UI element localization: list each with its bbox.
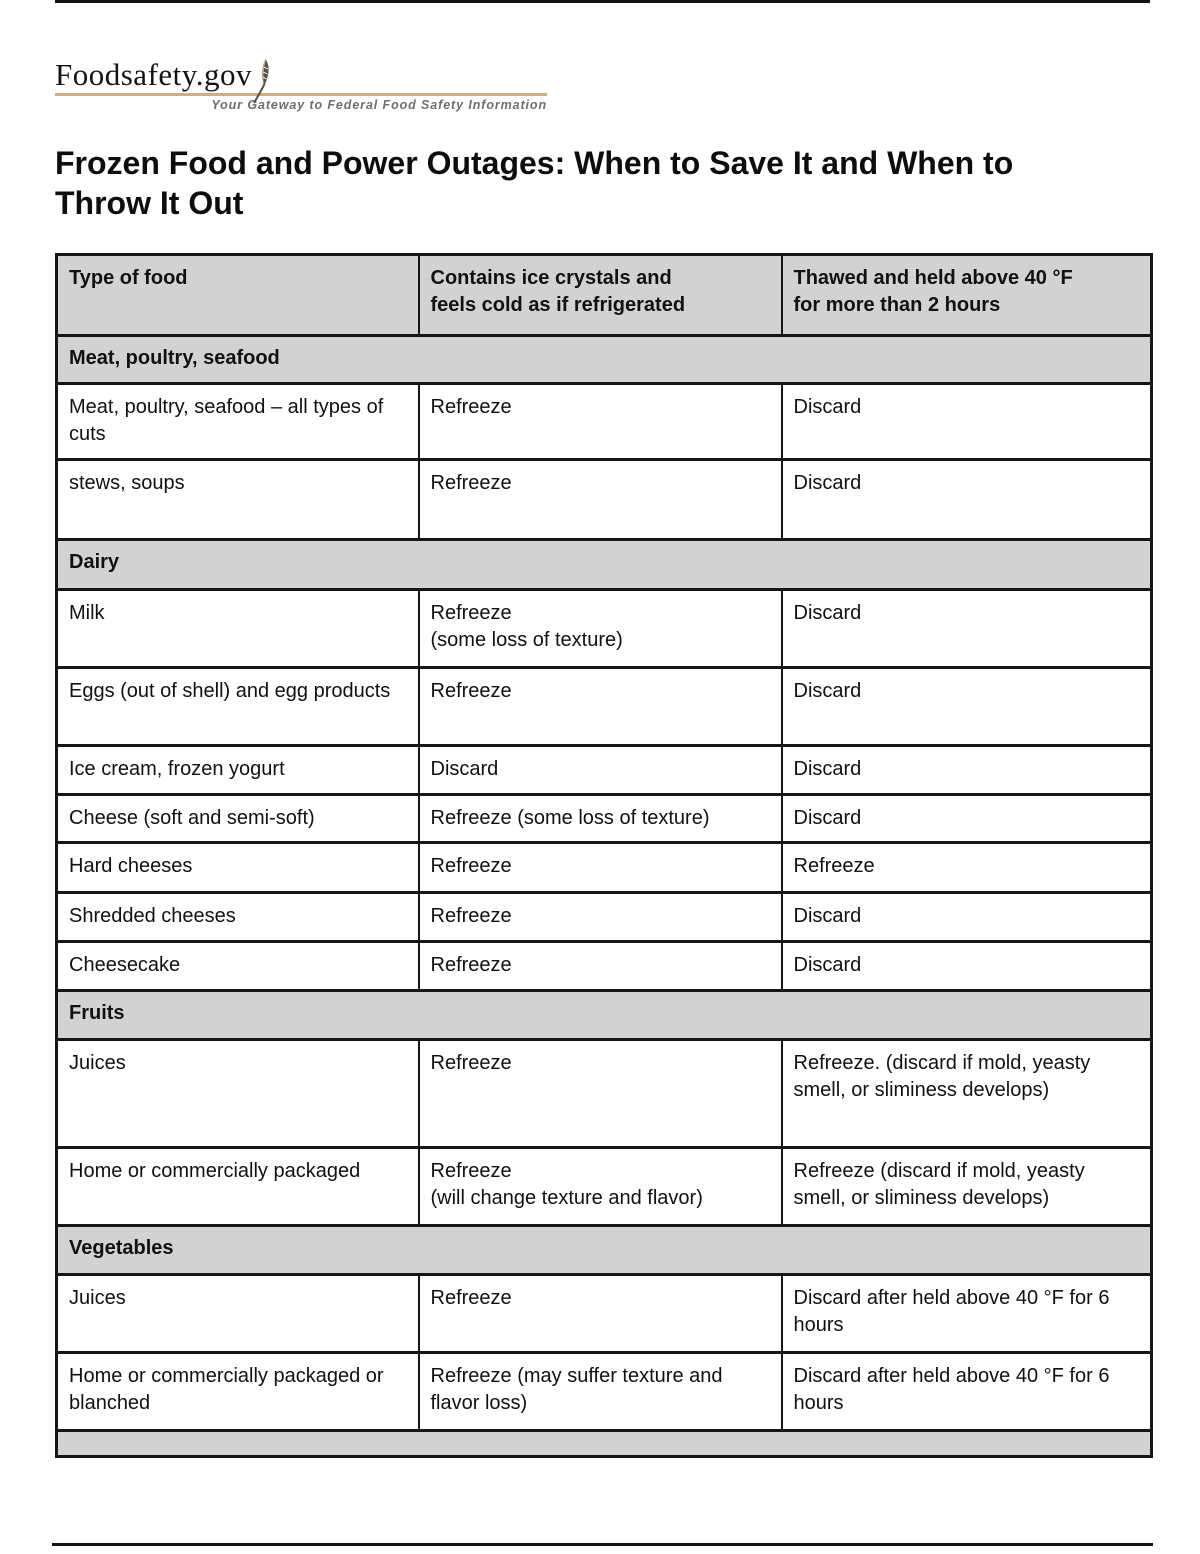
table-cell: Refreeze [417, 940, 783, 992]
section-label: Dairy [55, 538, 1153, 591]
column-header-ice-crystals: Contains ice crystals and feels cold as … [417, 253, 783, 337]
table-row: Hard cheeses Refreeze Refreeze [55, 841, 1153, 894]
table-cell: Refreeze [417, 891, 783, 943]
table-row: Juices Refreeze Refreeze. (discard if mold… [55, 1038, 1153, 1149]
section-label: Fruits [55, 989, 1153, 1041]
table-cell: Home or commercially packaged [55, 1146, 420, 1227]
table-cell: Discard [780, 891, 1153, 943]
site-logo: Foodsafety.gov Your Gateway to Federal F… [55, 58, 547, 112]
column-header-thawed: Thawed and held above 40 °F for more tha… [780, 253, 1153, 337]
table-cell: Refreeze [417, 841, 783, 894]
table-header-row: Type of food Contains ice crystals and f… [55, 253, 1153, 337]
table-cell: Refreeze (discard if mold, yeasty smell,… [780, 1146, 1153, 1227]
table-cell: Ice cream, frozen yogurt [55, 744, 420, 796]
table-cell: Juices [55, 1038, 420, 1149]
table-cell: Discard after held above 40 °F for 6 hou… [780, 1351, 1153, 1432]
page-title: Frozen Food and Power Outages: When to S… [55, 145, 1014, 221]
table-cell: Refreeze (will change texture and flavor… [417, 1146, 783, 1227]
section-row [55, 1429, 1153, 1458]
section-row: Dairy [55, 538, 1153, 591]
table-cell: Eggs (out of shell) and egg products [55, 666, 420, 747]
table-cell: Refreeze [417, 1038, 783, 1149]
table-cell: Discard [780, 744, 1153, 796]
table-cell: Discard after held above 40 °F for 6 hou… [780, 1273, 1153, 1354]
column-header-type-of-food: Type of food [55, 253, 420, 337]
table-cell: Discard [780, 666, 1153, 747]
table-row: Meat, poultry, seafood – all types of cu… [55, 382, 1153, 461]
table-cell: Refreeze [417, 1273, 783, 1354]
table-cell: Meat, poultry, seafood – all types of cu… [55, 382, 420, 461]
table-cell: Milk [55, 588, 420, 669]
table-row: Ice cream, frozen yogurt Discard Discard [55, 744, 1153, 796]
table-cell: Cheesecake [55, 940, 420, 992]
section-row: Meat, poultry, seafood [55, 334, 1153, 385]
table-cell: Discard [780, 382, 1153, 461]
table-row: Eggs (out of shell) and egg products Refr… [55, 666, 1153, 747]
table-cell: Cheese (soft and semi-soft) [55, 793, 420, 844]
page-content: Foodsafety.gov Your Gateway to Federal F… [55, 0, 1153, 1458]
table-cell: Refreeze [417, 458, 783, 541]
section-label [55, 1429, 1153, 1458]
table-cell: Hard cheeses [55, 841, 420, 894]
table-row: Juices Refreeze Discard after held above 4… [55, 1273, 1153, 1354]
table-cell: Refreeze (some loss of texture) [417, 793, 783, 844]
section-label: Vegetables [55, 1224, 1153, 1276]
table-row: Milk Refreeze (some loss of texture) Disca… [55, 588, 1153, 669]
table-cell: Refreeze (may suffer texture and flavor … [417, 1351, 783, 1432]
section-row: Fruits [55, 989, 1153, 1041]
table-row: Shredded cheeses Refreeze Discard [55, 891, 1153, 943]
table-cell: Refreeze. (discard if mold, yeasty smell… [780, 1038, 1153, 1149]
section-row: Vegetables [55, 1224, 1153, 1276]
table-cell: Refreeze (some loss of texture) [417, 588, 783, 669]
table-cell: stews, soups [55, 458, 420, 541]
table-cell: Refreeze [417, 666, 783, 747]
logo-text: Foodsafety.gov [55, 58, 547, 96]
table-cell: Shredded cheeses [55, 891, 420, 943]
table-cell: Discard [780, 458, 1153, 541]
table-cell: Discard [780, 588, 1153, 669]
table-row: Cheesecake Refreeze Discard [55, 940, 1153, 992]
table-cell: Discard [417, 744, 783, 796]
footer-rule [52, 1543, 1153, 1546]
table-cell: Juices [55, 1273, 420, 1354]
table-cell: Refreeze [417, 382, 783, 461]
table-cell: Discard [780, 793, 1153, 844]
table-cell: Discard [780, 940, 1153, 992]
logo-tagline: Your Gateway to Federal Food Safety Info… [211, 98, 547, 112]
table-row: Cheese (soft and semi-soft) Refreeze (som… [55, 793, 1153, 844]
section-label: Meat, poultry, seafood [55, 334, 1153, 385]
table-row: Home or commercially packaged or blanche… [55, 1351, 1153, 1432]
table-cell: Refreeze [780, 841, 1153, 894]
table-cell: Home or commercially packaged or blanche… [55, 1351, 420, 1432]
frozen-food-table: Type of food Contains ice crystals and f… [55, 253, 1153, 1458]
quill-feather-icon [251, 58, 273, 104]
table-row: stews, soups Refreeze Discard [55, 458, 1153, 541]
table-row: Home or commercially packaged Refreeze (w… [55, 1146, 1153, 1227]
